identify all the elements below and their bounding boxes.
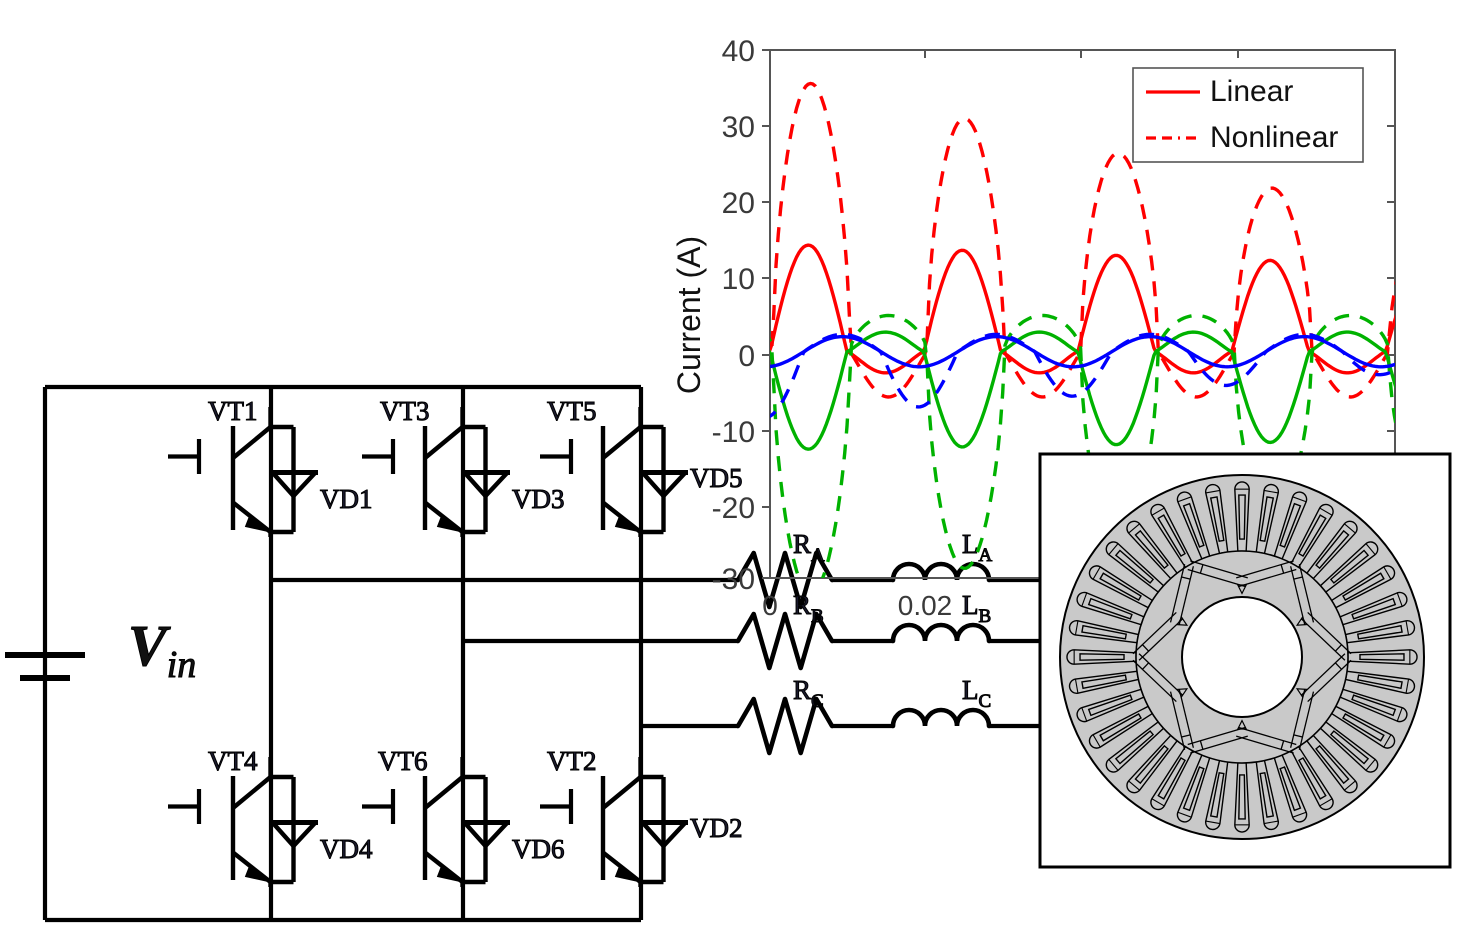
svg-text:VD3: VD3 [512, 484, 565, 514]
svg-text:VD6: VD6 [512, 834, 565, 864]
svg-text:VT4: VT4 [208, 746, 258, 776]
svg-text:VD4: VD4 [320, 834, 373, 864]
svg-text:RB: RB [793, 590, 824, 627]
svg-text:30: 30 [722, 111, 755, 144]
svg-text:VT1: VT1 [208, 396, 258, 426]
svg-text:20: 20 [722, 187, 755, 220]
svg-text:VD2: VD2 [690, 813, 743, 843]
svg-text:Linear: Linear [1210, 75, 1293, 108]
svg-text:-20: -20 [712, 492, 755, 525]
svg-text:0: 0 [738, 340, 755, 373]
svg-text:-30: -30 [712, 563, 755, 596]
svg-text:RC: RC [793, 675, 824, 712]
svg-text:VT5: VT5 [547, 396, 597, 426]
svg-text:0.02: 0.02 [898, 590, 953, 621]
svg-text:VT6: VT6 [378, 746, 428, 776]
svg-text:-10: -10 [712, 416, 755, 449]
svg-text:Current (A): Current (A) [671, 236, 707, 394]
svg-text:0: 0 [762, 590, 778, 621]
svg-text:LB: LB [962, 590, 991, 627]
svg-text:VT2: VT2 [547, 746, 597, 776]
svg-text:40: 40 [722, 35, 755, 68]
svg-text:Nonlinear: Nonlinear [1210, 121, 1338, 154]
svg-text:VD1: VD1 [320, 484, 373, 514]
svg-text:LC: LC [962, 675, 991, 712]
svg-text:VD5: VD5 [690, 463, 743, 493]
svg-text:Vin: Vin [128, 613, 196, 686]
svg-text:RA: RA [793, 529, 825, 566]
svg-text:VT3: VT3 [380, 396, 430, 426]
svg-text:10: 10 [722, 263, 755, 296]
svg-text:LA: LA [962, 529, 993, 566]
